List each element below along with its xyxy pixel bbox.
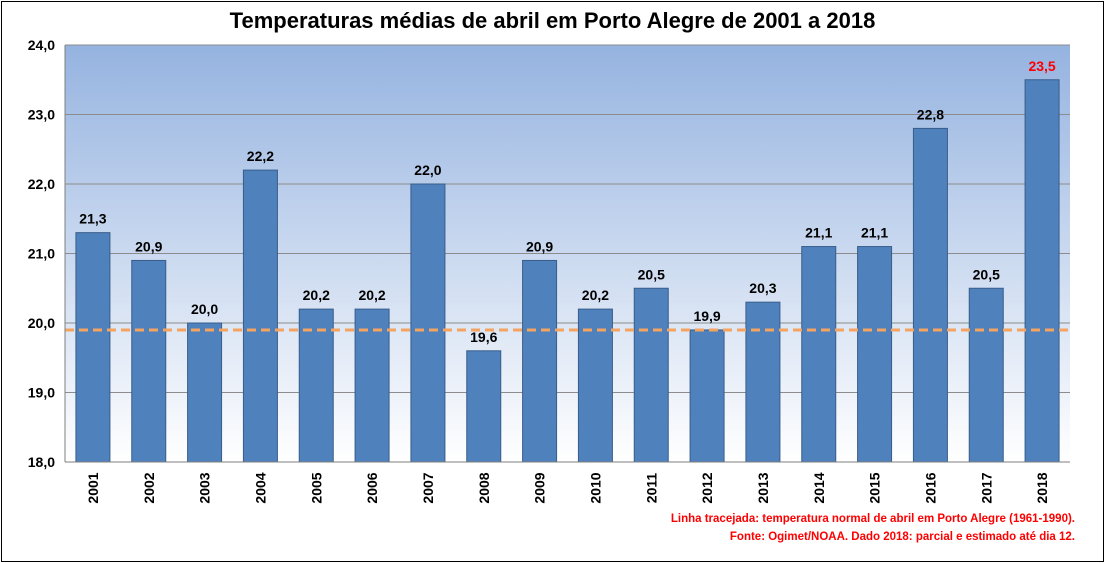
- bar-2007: [410, 183, 446, 463]
- y-tick-label: 19,0: [28, 385, 55, 401]
- bar-2017: [968, 287, 1004, 463]
- x-tick-label: 2008: [476, 472, 492, 503]
- x-tick-label: 2002: [141, 472, 157, 503]
- data-label: 19,9: [693, 308, 720, 324]
- data-label: 20,2: [303, 287, 330, 303]
- x-tick-label: 2001: [85, 472, 101, 503]
- y-tick-label: 24,0: [28, 37, 55, 53]
- data-labels: 21,3 20,9 20,0 22,2 20,2 20,2 22,0 19,6 20,9 20,2…: [79, 58, 1056, 345]
- x-tick-label: 2014: [811, 472, 827, 503]
- x-tick-label: 2012: [699, 472, 715, 503]
- x-tick-label: 2011: [643, 473, 659, 504]
- bar-2011: [633, 287, 669, 463]
- x-tick-label: 2006: [364, 472, 380, 503]
- bar-2013: [745, 301, 781, 463]
- note-source: Fonte: Ogimet/NOAA. Dado 2018: parcial e…: [729, 531, 1075, 543]
- data-label: 20,3: [749, 280, 776, 296]
- data-label: 19,6: [470, 329, 497, 345]
- bar-2016: [912, 127, 948, 463]
- bar-2018: [1024, 79, 1060, 463]
- data-label: 20,5: [638, 266, 665, 282]
- data-label: 22,2: [247, 148, 274, 164]
- x-tick-label: 2017: [978, 472, 994, 503]
- bar-2004: [242, 169, 278, 463]
- data-label: 20,9: [526, 238, 553, 254]
- note-dashed-line: Linha tracejada: temperatura normal de a…: [670, 513, 1075, 525]
- bar-2006: [354, 308, 390, 463]
- x-tick-label: 2013: [755, 472, 771, 503]
- y-tick-label: 21,0: [28, 246, 55, 262]
- bar-2008: [466, 350, 502, 463]
- data-label: 20,2: [582, 287, 609, 303]
- axes: 18,0 19,0 20,0 21,0 22,0 23,0 24,0 2001 2002 2003…: [28, 37, 1070, 504]
- data-label: 20,9: [135, 238, 162, 254]
- bar-2014: [801, 246, 837, 463]
- chart-title: Temperaturas médias de abril em Porto Al…: [229, 8, 876, 33]
- x-tick-label: 2007: [420, 472, 436, 503]
- data-label: 21,1: [805, 225, 832, 241]
- bar-2002: [131, 259, 167, 463]
- x-tick-label: 2004: [252, 472, 268, 503]
- y-tick-label: 18,0: [28, 454, 55, 470]
- x-tick-label: 2016: [922, 472, 938, 503]
- x-tick-label: 2003: [197, 472, 213, 503]
- data-label: 23,5: [1028, 58, 1055, 74]
- bar-2010: [577, 308, 613, 463]
- bar-2005: [298, 308, 334, 463]
- bars: [75, 79, 1060, 463]
- x-tick-label: 2018: [1034, 472, 1050, 503]
- y-tick-label: 23,0: [28, 107, 55, 123]
- y-tick-label: 20,0: [28, 315, 55, 331]
- bar-2015: [857, 246, 893, 463]
- x-tick-label: 2010: [587, 472, 603, 503]
- data-label: 21,1: [861, 225, 888, 241]
- x-tick-label: 2009: [532, 472, 548, 503]
- data-label: 22,8: [917, 106, 944, 122]
- bar-2003: [187, 322, 223, 463]
- data-label: 21,3: [79, 211, 106, 227]
- x-tick-label: 2005: [308, 472, 324, 503]
- data-label: 20,5: [973, 266, 1000, 282]
- y-tick-label: 22,0: [28, 176, 55, 192]
- bar-2012: [689, 329, 725, 463]
- data-label: 22,0: [414, 162, 441, 178]
- data-label: 20,0: [191, 301, 218, 317]
- x-tick-label: 2015: [867, 472, 883, 503]
- bar-2009: [522, 259, 558, 463]
- data-label: 20,2: [358, 287, 385, 303]
- bar-2001: [75, 232, 111, 463]
